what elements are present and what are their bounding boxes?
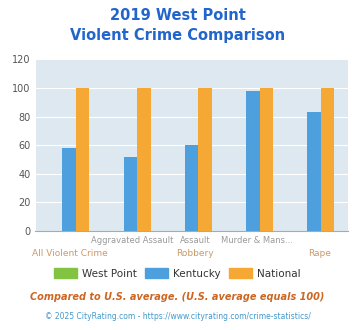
Bar [198,88,212,231]
Bar [260,88,273,231]
Bar [307,112,321,231]
Text: Assault: Assault [180,236,210,245]
Text: Violent Crime Comparison: Violent Crime Comparison [70,28,285,43]
Text: All Violent Crime: All Violent Crime [32,249,108,258]
Legend: West Point, Kentucky, National: West Point, Kentucky, National [50,264,305,283]
Text: Murder & Mans...: Murder & Mans... [222,236,293,245]
Bar [124,157,137,231]
Bar [62,148,76,231]
Bar [137,88,151,231]
Text: © 2025 CityRating.com - https://www.cityrating.com/crime-statistics/: © 2025 CityRating.com - https://www.city… [45,312,310,321]
Text: 2019 West Point: 2019 West Point [110,8,245,23]
Text: Robbery: Robbery [176,249,214,258]
Bar [246,91,260,231]
Text: Aggravated Assault: Aggravated Assault [91,236,174,245]
Bar [321,88,334,231]
Bar [185,145,198,231]
Text: Compared to U.S. average. (U.S. average equals 100): Compared to U.S. average. (U.S. average … [30,292,325,302]
Text: Rape: Rape [308,249,331,258]
Bar [76,88,89,231]
